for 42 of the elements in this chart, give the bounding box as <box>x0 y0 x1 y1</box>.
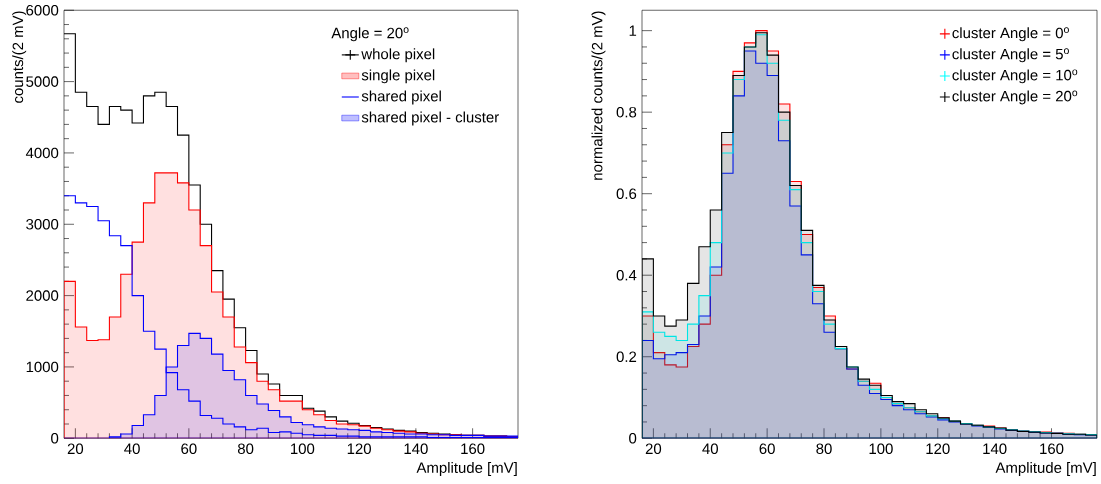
legend-label: single pixel <box>361 69 435 84</box>
y-tick-label: 3000 <box>26 218 59 230</box>
x-tick-label: 40 <box>124 443 140 454</box>
x-tick-label: 60 <box>759 443 775 454</box>
legend-label: shared pixel <box>361 90 441 105</box>
x-tick-label: 140 <box>404 443 428 454</box>
x-tick-label: 80 <box>237 443 254 454</box>
y-tick-label: 0 <box>629 432 637 444</box>
y-axis-title: counts/(2 mV) <box>12 11 27 103</box>
y-tick-label: 1 <box>629 25 637 36</box>
y-tick-label: 4000 <box>25 147 59 159</box>
y-tick-label: 0.2 <box>616 351 637 362</box>
x-tick-label: 60 <box>181 443 197 454</box>
x-tick-label: 40 <box>702 443 718 454</box>
x-tick-label: 120 <box>347 443 371 454</box>
y-tick-label: 6000 <box>26 4 59 16</box>
x-tick-label: 160 <box>1040 443 1064 454</box>
y-tick-label: 0.6 <box>616 188 637 199</box>
x-tick-label: 20 <box>645 443 662 454</box>
y-tick-label: 0.8 <box>616 106 637 118</box>
legend-label: cluster Angle = 0$^{o}$ <box>952 27 1069 42</box>
x-tick-label: 80 <box>816 443 832 454</box>
legend-label: cluster Angle = 20$^{o}$ <box>952 90 1078 105</box>
x-tick-label: 140 <box>983 443 1007 454</box>
x-tick-label: 160 <box>461 443 485 454</box>
y-tick-label: 5000 <box>26 76 59 87</box>
y-tick-label: 0 <box>51 432 59 444</box>
y-tick-label: 1000 <box>26 361 59 373</box>
legend-title: Angle = 20$^{o}$ <box>331 27 409 42</box>
x-axis-title: Amplitude [mV] <box>416 461 517 476</box>
x-tick-label: 100 <box>291 443 315 454</box>
x-tick-label: 120 <box>926 443 950 454</box>
legend-label: cluster Angle = 10$^{o}$ <box>952 69 1078 84</box>
legend-label: whole pixel <box>361 48 435 63</box>
x-axis-title: Amplitude [mV] <box>995 461 1096 476</box>
legend-label: shared pixel - cluster <box>361 111 499 126</box>
y-axis-title: normalized counts/(2 mV) <box>591 11 606 180</box>
y-tick-label: 0.4 <box>616 269 637 281</box>
x-tick-label: 100 <box>869 443 893 454</box>
x-tick-label: 20 <box>67 443 84 454</box>
y-tick-label: 2000 <box>26 290 59 301</box>
legend-label: cluster Angle = 5$^{o}$ <box>952 48 1069 63</box>
